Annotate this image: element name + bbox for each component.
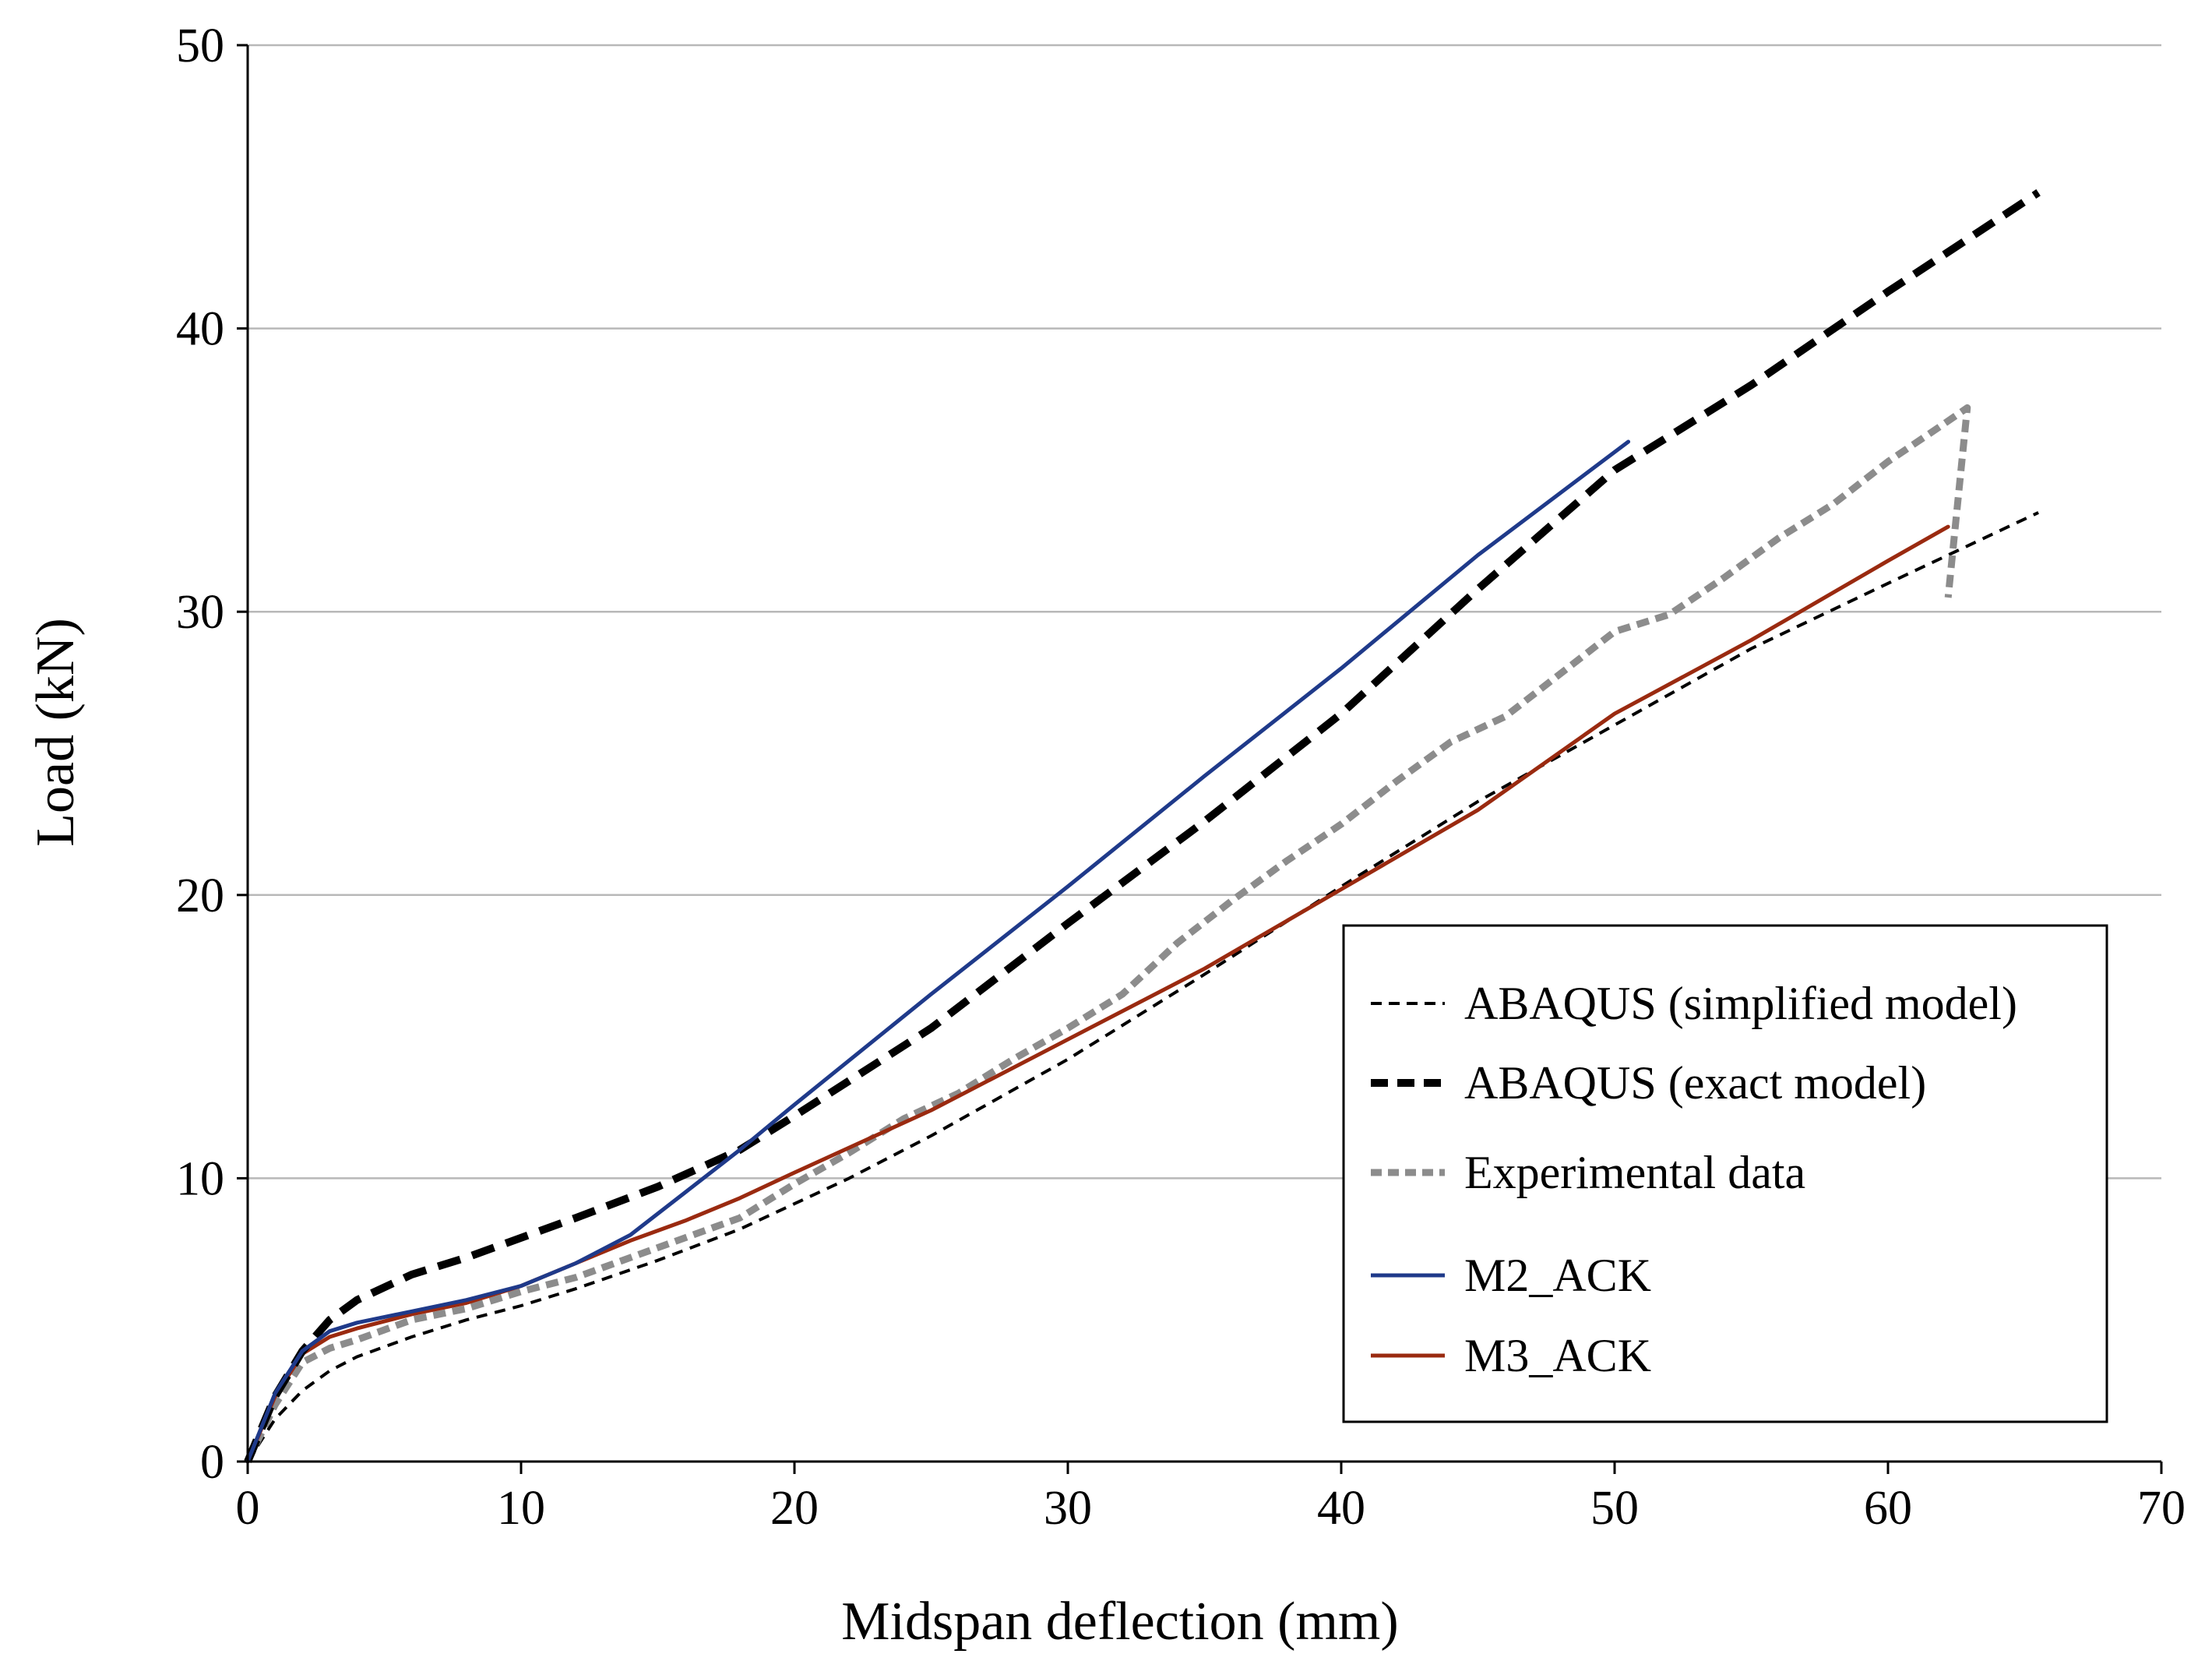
legend-label-m2-ack: M2_ACK bbox=[1464, 1250, 1651, 1301]
y-tick-label: 40 bbox=[176, 303, 224, 356]
legend-label-abaqus-simplified-model: ABAQUS (simplified model) bbox=[1464, 978, 2017, 1029]
ticks: 0 10 20 30 40 50 0 10 20 30 40 50 60 70 bbox=[176, 19, 2186, 1535]
legend-box bbox=[1342, 924, 2108, 1423]
series-line-m2-ack bbox=[245, 439, 1631, 1464]
series-line-m3-ack bbox=[245, 524, 1950, 1464]
series-layer bbox=[244, 189, 2041, 1464]
axes bbox=[246, 45, 2161, 1463]
y-tick-label: 0 bbox=[200, 1436, 224, 1489]
y-tick-label: 20 bbox=[176, 869, 224, 922]
x-tick-label: 70 bbox=[2137, 1482, 2186, 1535]
x-tick-label: 40 bbox=[1317, 1482, 1365, 1535]
legend: ABAQUS (simplified model) ABAQUS (exact m… bbox=[1342, 924, 2108, 1423]
x-tick-label: 60 bbox=[1864, 1482, 1912, 1535]
x-tick-label: 50 bbox=[1590, 1482, 1639, 1535]
y-tick-label: 10 bbox=[176, 1152, 224, 1205]
x-tick-label: 20 bbox=[770, 1482, 819, 1535]
x-tick-label: 10 bbox=[497, 1482, 545, 1535]
x-axis-title: Midspan deflection (mm) bbox=[841, 1592, 1398, 1652]
series-line-abaqus-simplified-model bbox=[246, 511, 2039, 1463]
y-tick-label: 50 bbox=[176, 19, 224, 72]
legend-label-abaqus-exact-model: ABAQUS (exact model) bbox=[1464, 1057, 1926, 1109]
y-tick-label: 30 bbox=[176, 586, 224, 639]
x-tick-label: 30 bbox=[1044, 1482, 1092, 1535]
legend-label-experimental-data: Experimental data bbox=[1464, 1147, 1805, 1198]
x-tick-label: 0 bbox=[236, 1482, 260, 1535]
series-line-experimental-data bbox=[244, 404, 1971, 1463]
y-axis-title: Load (kN) bbox=[26, 618, 86, 847]
legend-label-m3-ack: M3_ACK bbox=[1464, 1330, 1651, 1381]
